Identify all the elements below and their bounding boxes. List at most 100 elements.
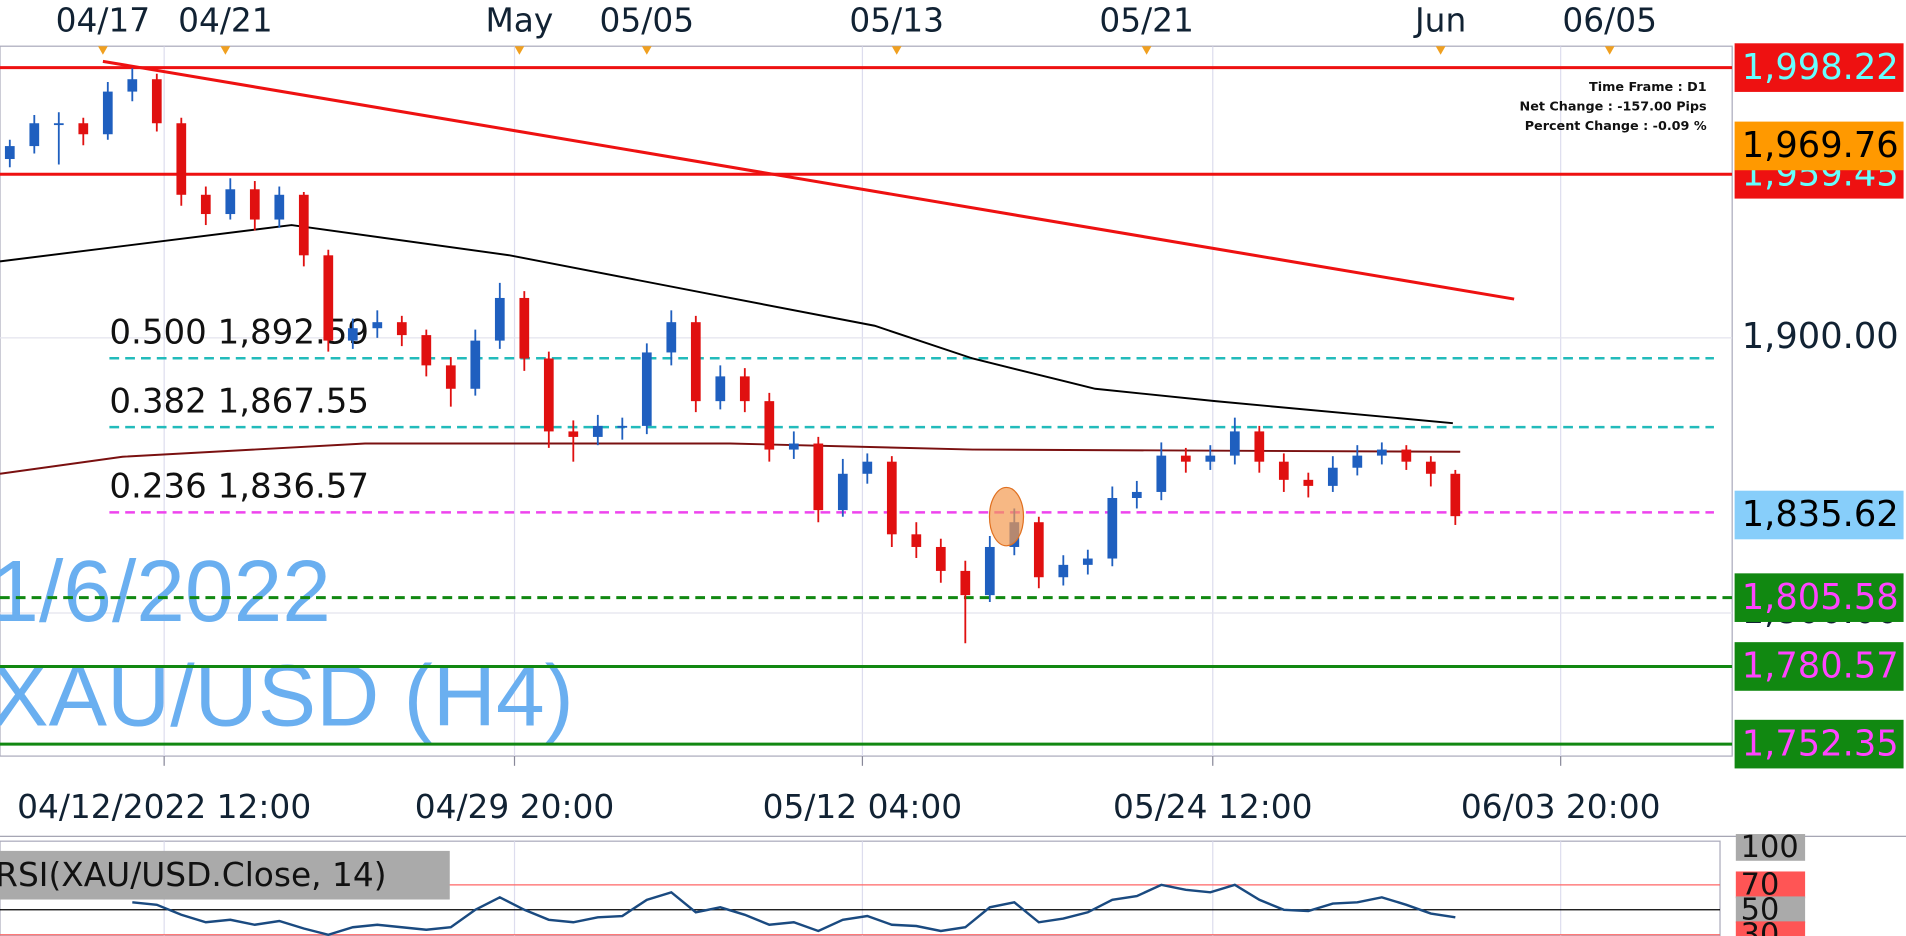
top-tick [1435, 46, 1446, 55]
info-text: Percent Change : -0.09 % [1525, 119, 1707, 134]
candle-body [1058, 564, 1069, 578]
candle-body [347, 328, 358, 341]
candle-body [176, 123, 187, 195]
top-tick [98, 46, 108, 55]
candle-body [886, 461, 897, 535]
candle-body [372, 322, 383, 329]
candle-body [1303, 479, 1314, 486]
candle-body [1156, 455, 1167, 492]
top-tick [1604, 46, 1615, 55]
moving-average [0, 224, 1453, 425]
top-tick [641, 46, 652, 55]
rsi-line [132, 883, 1456, 936]
top-tick-label: 05/21 [1099, 1, 1194, 39]
candle-body [470, 340, 481, 389]
watermark: 1/6/2022 [0, 542, 331, 640]
candle-body [1278, 461, 1289, 480]
trend-line [102, 59, 1515, 301]
candle-body [274, 194, 285, 220]
x-tick-label: 05/12 04:00 [763, 788, 963, 826]
candle-body [249, 189, 260, 220]
price-label-bg [1734, 719, 1904, 769]
rsi-label-bg [1735, 871, 1806, 899]
candle-body [862, 461, 873, 474]
price-label: 1,969.76 [1742, 125, 1899, 166]
candle-body [1450, 473, 1461, 517]
candle-body [396, 322, 407, 336]
candle-body [494, 297, 505, 341]
moving-average [0, 442, 1461, 475]
plot-area [0, 45, 1733, 757]
candle-body [666, 322, 677, 353]
candle-body [1180, 455, 1191, 462]
candle-body [617, 425, 628, 428]
x-tick-label: 04/12/2022 12:00 [17, 788, 311, 826]
price-label: 1,998.22 [1742, 47, 1899, 88]
candle-body [102, 91, 113, 135]
top-tick-label: 04/21 [178, 1, 273, 39]
watermark: XAU/USD (H4) [0, 647, 574, 745]
rsi-label-bg [1735, 896, 1806, 924]
top-tick [891, 46, 902, 55]
candle-body [298, 194, 309, 256]
top-tick-label: 05/05 [600, 1, 695, 39]
candle-body [1082, 558, 1093, 565]
price-label-bg [1734, 121, 1904, 171]
candle-body [78, 123, 89, 135]
candle-body [592, 425, 603, 437]
candle-body [788, 443, 799, 450]
y-tick-label: 1,900.00 [1742, 316, 1899, 357]
top-tick-label: 05/13 [849, 1, 944, 39]
candle-body [421, 335, 432, 366]
candle-body [29, 123, 40, 147]
info-text: Net Change : -157.00 Pips [1520, 99, 1707, 114]
x-tick-label: 04/29 20:00 [415, 788, 615, 826]
candle-body [200, 194, 211, 215]
candle-body [225, 189, 236, 215]
candle-body [519, 297, 530, 359]
candle-body [739, 376, 750, 402]
candle-body [4, 146, 15, 160]
price-label-bg [1734, 573, 1904, 622]
candle-body [1107, 497, 1118, 559]
rsi-tick-label: 30 [1741, 917, 1780, 936]
info-text: Time Frame : D1 [1589, 80, 1707, 95]
top-tick-label: May [485, 1, 553, 39]
candle-body [960, 570, 971, 596]
candle-body [935, 546, 946, 571]
price-label: 1,752.35 [1742, 723, 1899, 764]
candle-body [715, 376, 726, 402]
candle-body [445, 365, 456, 389]
candle-body [1131, 491, 1142, 498]
price-label-bg [1734, 642, 1904, 691]
highlight-marker [988, 486, 1025, 547]
candle-body [1229, 431, 1240, 456]
candle-body [127, 79, 138, 92]
candle-body [837, 473, 848, 511]
rsi-label-bg [1735, 834, 1806, 861]
candle-body [53, 123, 64, 126]
top-tick [514, 46, 525, 55]
top-tick [1141, 46, 1152, 55]
top-tick-label: 06/05 [1562, 1, 1657, 39]
fib-label: 0.236 1,836.57 [109, 467, 369, 507]
rsi-title: RSI(XAU/USD.Close, 14) [0, 856, 387, 894]
top-tick [220, 46, 231, 55]
x-tick-label: 06/03 20:00 [1461, 788, 1661, 826]
candle-body [1205, 455, 1216, 462]
candle-body [1327, 467, 1338, 486]
candle-body [813, 443, 824, 511]
candle-body [1401, 449, 1412, 462]
candle-body [323, 255, 334, 341]
candle-body [1376, 449, 1387, 456]
price-label-bg [1734, 490, 1904, 540]
candle-body [568, 431, 579, 437]
x-tick-label: 05/24 12:00 [1113, 788, 1313, 826]
candle-body [1254, 431, 1265, 462]
candle-body [1352, 455, 1363, 468]
candle-body [543, 358, 554, 432]
rsi-label-bg [1735, 921, 1806, 936]
price-label: 1,835.62 [1742, 494, 1899, 535]
candle-body [1033, 522, 1044, 578]
candle-body [911, 534, 922, 547]
